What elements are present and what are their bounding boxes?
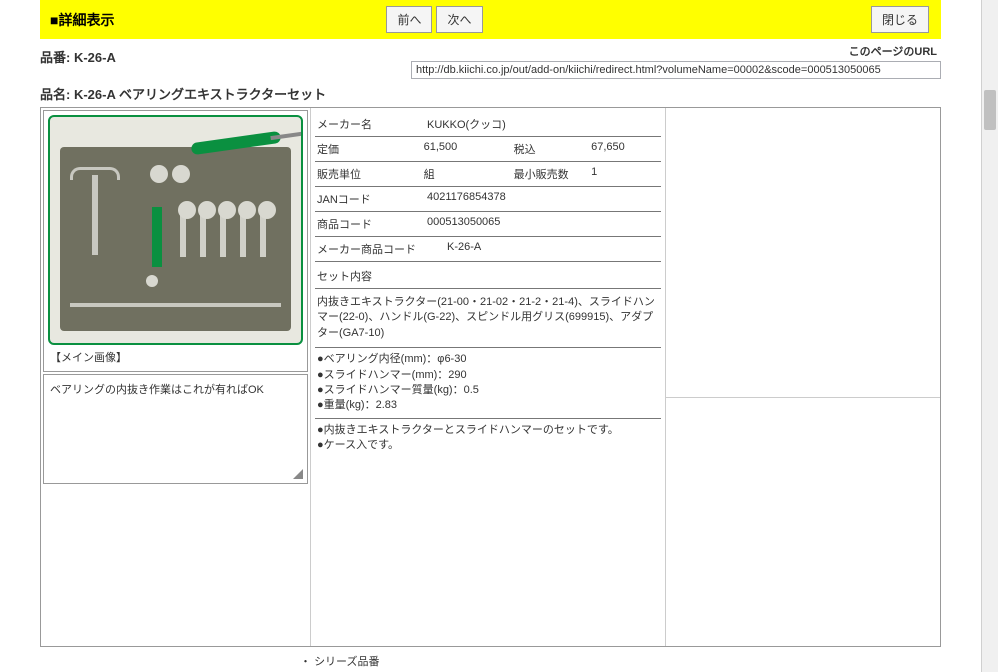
makercode-label: メーカー商品コード [317, 241, 447, 257]
product-name-line: 品名: K-26-A ベアリングエキストラクターセット [40, 84, 941, 103]
jan-value: 4021176854378 [427, 191, 659, 207]
bullet-2: スライドハンマー(mm)：290 [317, 368, 659, 383]
bullet-4: 重量(kg)：2.83 [317, 398, 659, 413]
jan-label: JANコード [317, 191, 427, 207]
min-value: 1 [591, 166, 659, 182]
description-box: ベアリングの内抜き作業はこれが有ればOK [43, 374, 308, 484]
maker-label: メーカー名 [317, 116, 427, 132]
close-button[interactable]: 閉じる [871, 6, 929, 33]
url-label: このページのURL [40, 43, 941, 59]
note-1: 内抜きエキストラクターとスライドハンマーのセットです。 [317, 423, 659, 438]
prodcode-label: 商品コード [317, 216, 427, 232]
spec-prodcode: 商品コード 000513050065 [315, 212, 661, 237]
description-text: ベアリングの内抜き作業はこれが有ればOK [50, 384, 264, 396]
url-row: このページのURL [40, 43, 941, 59]
resize-handle-icon[interactable] [293, 469, 303, 479]
name-value: K-26-A ベアリングエキストラクターセット [74, 87, 326, 102]
price-value: 61,500 [424, 141, 514, 157]
price-label: 定価 [317, 141, 424, 157]
next-button[interactable]: 次へ [436, 6, 482, 33]
note-2: ケース入です。 [317, 438, 659, 453]
vertical-scrollbar[interactable] [981, 0, 998, 672]
tax-label: 税込 [514, 141, 592, 157]
makercode-value: K-26-A [447, 241, 659, 257]
prev-button[interactable]: 前へ [386, 6, 432, 33]
left-column: 【メイン画像】 ベアリングの内抜き作業はこれが有ればOK [41, 108, 311, 646]
page-title: ■詳細表示 [50, 10, 114, 30]
unit-label: 販売単位 [317, 166, 424, 182]
page-root: ■詳細表示 前へ 次へ 閉じる このページのURL 品番: K-26-A 品名:… [0, 0, 998, 672]
url-input[interactable] [411, 61, 941, 79]
right-column [666, 108, 940, 646]
spec-price: 定価 61,500 税込 67,650 [315, 137, 661, 162]
image-caption: 【メイン画像】 [48, 345, 303, 367]
middle-column: メーカー名 KUKKO(クッコ) 定価 61,500 税込 67,650 販売単… [311, 108, 666, 646]
spec-makercode: メーカー商品コード K-26-A [315, 237, 661, 262]
product-image [48, 115, 303, 345]
image-box: 【メイン画像】 [43, 110, 308, 372]
spec-maker: メーカー名 KUKKO(クッコ) [315, 112, 661, 137]
spec-unit: 販売単位 組 最小販売数 1 [315, 162, 661, 187]
unit-value: 組 [424, 166, 514, 182]
right-empty-top [666, 108, 940, 398]
min-label: 最小販売数 [514, 166, 592, 182]
set-body: 内抜きエキストラクター(21-00・21-02・21-2・21-4)、スライドハ… [315, 289, 661, 348]
spec-bullets: ベアリング内径(mm)：φ6-30 スライドハンマー(mm)：290 スライドハ… [315, 348, 661, 419]
content-area: ■詳細表示 前へ 次へ 閉じる このページのURL 品番: K-26-A 品名:… [0, 0, 981, 672]
maker-value: KUKKO(クッコ) [427, 116, 659, 132]
prodcode-value: 000513050065 [427, 216, 659, 232]
set-title: セット内容 [315, 262, 661, 289]
main-grid: 【メイン画像】 ベアリングの内抜き作業はこれが有ればOK メーカー名 KUKKO… [40, 107, 941, 647]
scrollbar-thumb[interactable] [984, 90, 996, 130]
bullet-1: ベアリング内径(mm)：φ6-30 [317, 352, 659, 367]
name-label: 品名: [40, 87, 70, 102]
spec-jan: JANコード 4021176854378 [315, 187, 661, 212]
code-value: K-26-A [74, 50, 116, 65]
bullet-3: スライドハンマー質量(kg)：0.5 [317, 383, 659, 398]
tax-value: 67,650 [591, 141, 659, 157]
header-bar: ■詳細表示 前へ 次へ 閉じる [40, 0, 941, 39]
code-label: 品番: [40, 50, 70, 65]
notes-list: 内抜きエキストラクターとスライドハンマーのセットです。 ケース入です。 [315, 419, 661, 458]
series-label: シリーズ品番 [40, 653, 941, 669]
